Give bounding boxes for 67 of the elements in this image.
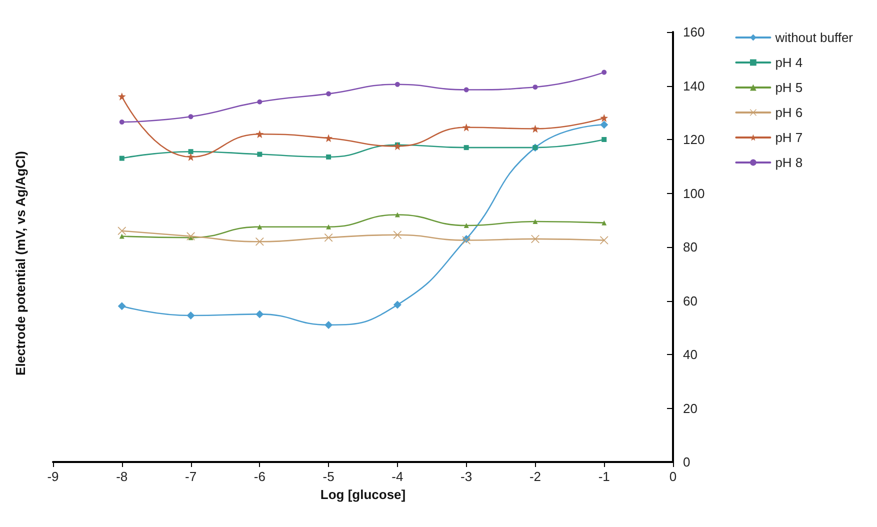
y-tick-label: 80 xyxy=(683,240,698,254)
x-tick-label: -8 xyxy=(116,469,128,484)
x-tick-label: -1 xyxy=(598,469,610,484)
point xyxy=(393,300,402,309)
point xyxy=(326,224,332,230)
point xyxy=(256,238,264,246)
legend-label: pH 6 xyxy=(775,105,803,120)
point xyxy=(602,70,607,75)
point xyxy=(119,156,124,161)
y-tick-label: 120 xyxy=(683,132,705,147)
point xyxy=(186,232,195,240)
y-tick-label: 100 xyxy=(683,186,705,201)
x-tick-label: -6 xyxy=(254,469,266,484)
point xyxy=(393,142,402,150)
legend-label: pH 5 xyxy=(775,80,803,95)
y-tick-label: 60 xyxy=(683,293,698,308)
point xyxy=(464,145,469,150)
legend-label: without buffer xyxy=(774,30,854,45)
point xyxy=(532,84,538,90)
point xyxy=(118,302,126,310)
x-tick-label: -9 xyxy=(47,469,59,484)
x-tick-label: 0 xyxy=(669,469,677,484)
point xyxy=(326,154,332,160)
point xyxy=(393,230,402,239)
point xyxy=(464,223,469,228)
point xyxy=(186,312,195,320)
point xyxy=(119,120,124,125)
y-axis-title: Electrode potential (mV, vs Ag/AgCl) xyxy=(13,151,28,376)
y-tick-label: 20 xyxy=(683,400,698,416)
point xyxy=(532,218,538,224)
x-tick-label: -7 xyxy=(184,469,197,484)
point xyxy=(326,91,332,96)
y-tick-label: 140 xyxy=(683,78,705,94)
point xyxy=(602,137,607,142)
point xyxy=(119,234,124,239)
point xyxy=(462,123,470,132)
point xyxy=(531,124,540,133)
point xyxy=(602,220,607,226)
point xyxy=(257,152,262,157)
x-axis-title: Log [glucose] xyxy=(320,486,406,502)
point xyxy=(324,320,333,329)
point xyxy=(257,224,262,230)
x-tick-label: -4 xyxy=(392,469,404,484)
point xyxy=(186,152,195,161)
x-tick-label: -2 xyxy=(529,469,542,484)
point xyxy=(256,130,264,138)
legend-label: pH 8 xyxy=(775,155,803,170)
point xyxy=(600,120,608,129)
y-tick-label: 160 xyxy=(683,24,705,40)
legend-label: pH 4 xyxy=(775,55,803,70)
point xyxy=(188,114,194,120)
point xyxy=(394,212,400,218)
point xyxy=(256,310,264,318)
point xyxy=(257,99,262,104)
y-tick-label: 0 xyxy=(683,454,690,470)
point xyxy=(324,234,333,242)
point xyxy=(118,226,126,235)
point xyxy=(118,92,126,100)
legend-label: pH 7 xyxy=(775,130,803,145)
point xyxy=(600,114,608,122)
point xyxy=(394,82,400,87)
point xyxy=(188,149,194,154)
y-tick-label: 40 xyxy=(683,347,698,362)
x-tick-label: -3 xyxy=(460,469,472,484)
point xyxy=(324,134,333,142)
point xyxy=(464,87,469,92)
x-tick-label: -5 xyxy=(322,469,334,484)
